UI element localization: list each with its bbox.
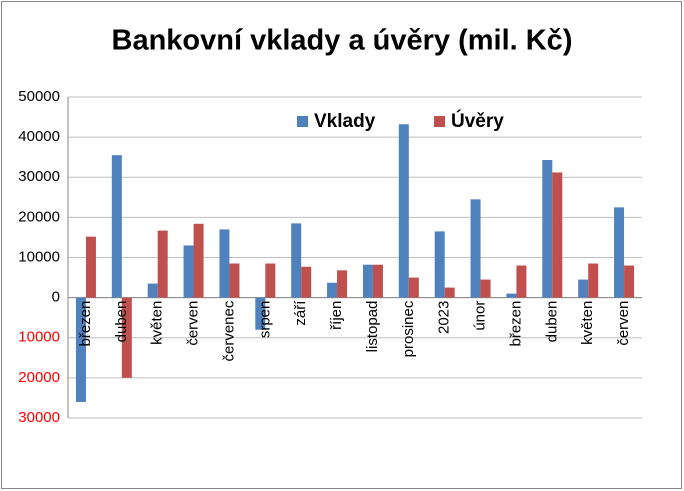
y-tick-label: 40000 [18,128,60,145]
bar [147,283,158,298]
bar [75,297,86,402]
y-tick-label: 20000 [18,208,60,225]
chart-title: Bankovní vklady a úvěry (mil. Kč) [112,25,573,57]
x-tick-label: březen [77,301,94,347]
bar [470,199,481,298]
x-tick-label: duben [543,301,560,343]
y-tick-label: 30000 [18,168,60,185]
bar [327,282,338,298]
bar [255,297,266,330]
x-tick-label: srpen [256,301,273,339]
bar [408,277,419,298]
bar [434,231,445,298]
bar [337,270,348,298]
x-tick-label: prosinec [400,300,417,357]
y-tick-label: 10000 [18,329,60,346]
bar [542,159,553,298]
y-tick-label: 10000 [18,248,60,265]
x-tick-label: červenec [220,300,237,361]
bar [506,293,517,298]
bar [111,155,122,298]
bar [301,266,312,298]
x-tick-label: květen [149,301,166,345]
bar [265,263,276,298]
y-tick-label: 0 [52,289,60,306]
bar [193,223,204,298]
bar [516,265,527,298]
y-tick-label: 30000 [18,409,60,426]
legend-label: Úvěry [451,110,504,132]
bar [219,229,230,298]
x-tick-label: květen [579,301,596,345]
x-tick-label: listopad [364,301,381,353]
bar [552,172,563,298]
y-tick-label: 50000 [18,88,60,105]
bar [372,264,383,298]
x-tick-label: březen [507,301,524,347]
bar [157,230,168,298]
bar [578,279,589,298]
bar [183,245,194,298]
bar [362,264,373,298]
bar [85,236,96,298]
x-tick-label: říjen [328,301,345,330]
legend-label: Vklady [314,111,376,132]
bar [624,265,635,298]
y-tick-label: 20000 [18,369,60,386]
x-tick-label: září [292,300,309,326]
legend-swatch [434,116,445,127]
bar [121,297,132,378]
x-tick-label: červen [615,301,632,346]
bar [398,124,409,298]
x-tick-label: červen [185,301,202,346]
bar [229,263,240,298]
x-tick-label: 2023 [436,301,453,334]
legend-swatch [297,116,308,127]
x-tick-label: duben [113,301,130,343]
bar [291,223,302,298]
bar [588,263,599,298]
bar [614,207,625,298]
x-tick-label: únor [472,301,489,331]
bar [444,287,455,298]
bar [480,279,491,298]
